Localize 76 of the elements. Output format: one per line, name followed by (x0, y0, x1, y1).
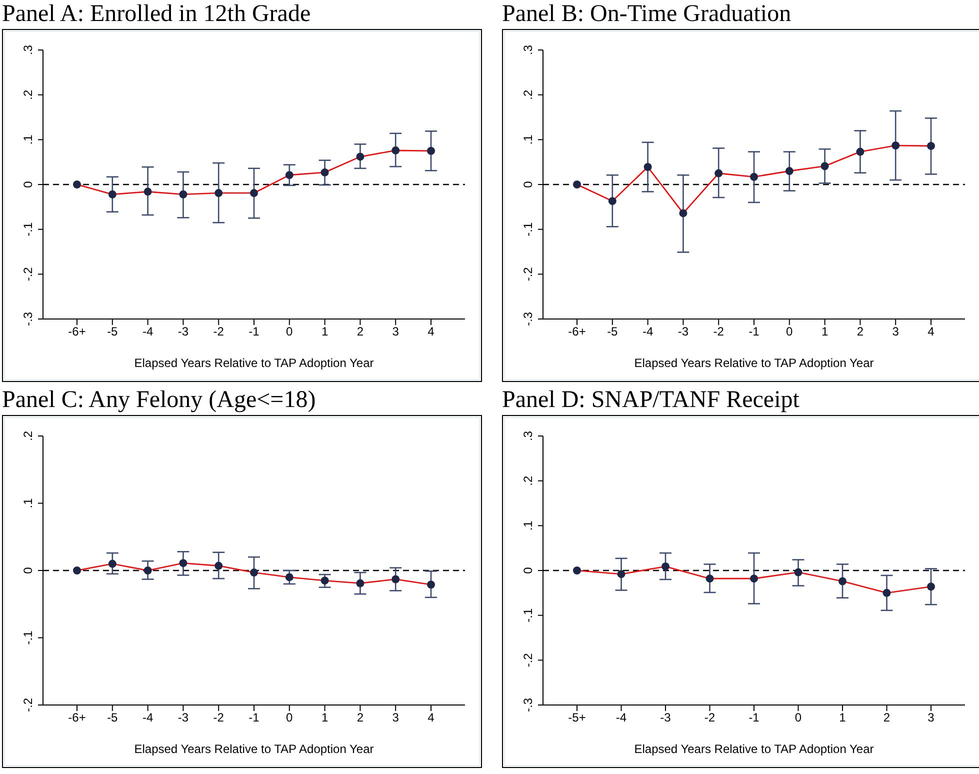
x-tick-label: 3 (892, 324, 900, 339)
x-tick-label: 3 (392, 710, 400, 725)
y-tick-label: .1 (21, 134, 35, 145)
y-tick-label: .2 (521, 90, 535, 100)
x-tick-label: 2 (856, 324, 864, 339)
x-tick-label: -6+ (568, 324, 586, 339)
x-tick-label: -5 (107, 710, 118, 725)
y-tick-label: .2 (521, 476, 535, 486)
x-tick-label: -3 (178, 710, 189, 725)
y-tick-label: .1 (521, 134, 535, 145)
y-tick-label: -.2 (521, 652, 535, 668)
x-tick-label: -4 (142, 710, 154, 725)
x-tick-label: -6+ (68, 324, 86, 339)
chart-title: Panel B: On-Time Graduation (502, 0, 792, 29)
y-tick-label: -.2 (521, 266, 535, 282)
x-tick-label: 4 (428, 710, 435, 725)
chart-title: Panel D: SNAP/TANF Receipt (502, 386, 800, 415)
x-tick-label: -5 (607, 324, 618, 339)
x-tick-label: -4 (616, 710, 627, 725)
y-tick-label: -.2 (21, 266, 35, 282)
x-axis-title: Elapsed Years Relative to TAP Adoption Year (634, 742, 874, 756)
x-tick-label: -1 (748, 710, 760, 725)
y-tick-label: -.1 (21, 630, 35, 645)
x-tick-label: 2 (356, 324, 364, 339)
x-tick-label: -5 (107, 324, 118, 339)
y-tick-label: .2 (21, 430, 35, 442)
y-tick-label: -.3 (21, 312, 35, 326)
x-tick-label: 3 (392, 324, 400, 339)
x-tick-label: -2 (704, 710, 716, 725)
x-axis-title: Elapsed Years Relative to TAP Adoption Year (634, 356, 874, 370)
x-tick-label: 1 (321, 324, 328, 339)
y-tick-label: .2 (21, 90, 35, 100)
y-tick-label: .3 (521, 44, 535, 56)
x-tick-label: -2 (713, 324, 724, 339)
x-tick-label: 0 (794, 710, 802, 725)
x-axis-title: Elapsed Years Relative to TAP Adoption Year (134, 742, 374, 756)
x-tick-label: -3 (178, 324, 189, 339)
x-tick-label: -1 (248, 710, 260, 725)
x-tick-label: 0 (286, 324, 294, 339)
x-tick-label: -1 (248, 324, 260, 339)
x-tick-label: -4 (642, 324, 654, 339)
x-tick-label: -4 (142, 324, 154, 339)
x-tick-label: -3 (660, 710, 672, 725)
y-tick-label: 0 (521, 566, 535, 574)
x-axis-title: Elapsed Years Relative to TAP Adoption Year (134, 356, 374, 370)
x-tick-label: -2 (213, 710, 224, 725)
chart-title: Panel C: Any Felony (Age<=18) (2, 386, 317, 415)
x-tick-label: -2 (213, 324, 224, 339)
x-tick-label: 3 (928, 710, 935, 725)
x-tick-label: 0 (786, 324, 794, 339)
y-tick-label: -.3 (521, 698, 535, 712)
y-tick-label: -.2 (21, 698, 35, 712)
x-tick-label: 4 (928, 324, 935, 339)
y-tick-label: -.1 (521, 608, 535, 622)
chart-title: Panel A: Enrolled in 12th Grade (2, 0, 312, 29)
x-tick-label: -6+ (68, 710, 86, 725)
y-tick-label: 0 (521, 180, 535, 188)
y-tick-label: .1 (521, 520, 535, 531)
x-tick-label: 2 (356, 710, 364, 725)
y-tick-label: -.1 (521, 222, 535, 236)
y-tick-label: 0 (21, 566, 35, 574)
x-tick-label: 1 (321, 710, 328, 725)
x-tick-label: -3 (678, 324, 689, 339)
x-tick-label: 0 (286, 710, 294, 725)
x-tick-label: -5+ (568, 710, 586, 725)
y-tick-label: .1 (21, 498, 35, 508)
x-tick-label: 1 (821, 324, 828, 339)
x-tick-label: -1 (748, 324, 760, 339)
x-tick-label: 1 (839, 710, 846, 725)
y-tick-label: -.3 (521, 312, 535, 326)
y-tick-label: 0 (21, 180, 35, 188)
y-tick-label: .3 (521, 430, 535, 442)
y-tick-label: -.1 (21, 222, 35, 236)
y-tick-label: .3 (21, 44, 35, 56)
x-tick-label: 2 (883, 710, 890, 725)
x-tick-label: 4 (428, 324, 435, 339)
